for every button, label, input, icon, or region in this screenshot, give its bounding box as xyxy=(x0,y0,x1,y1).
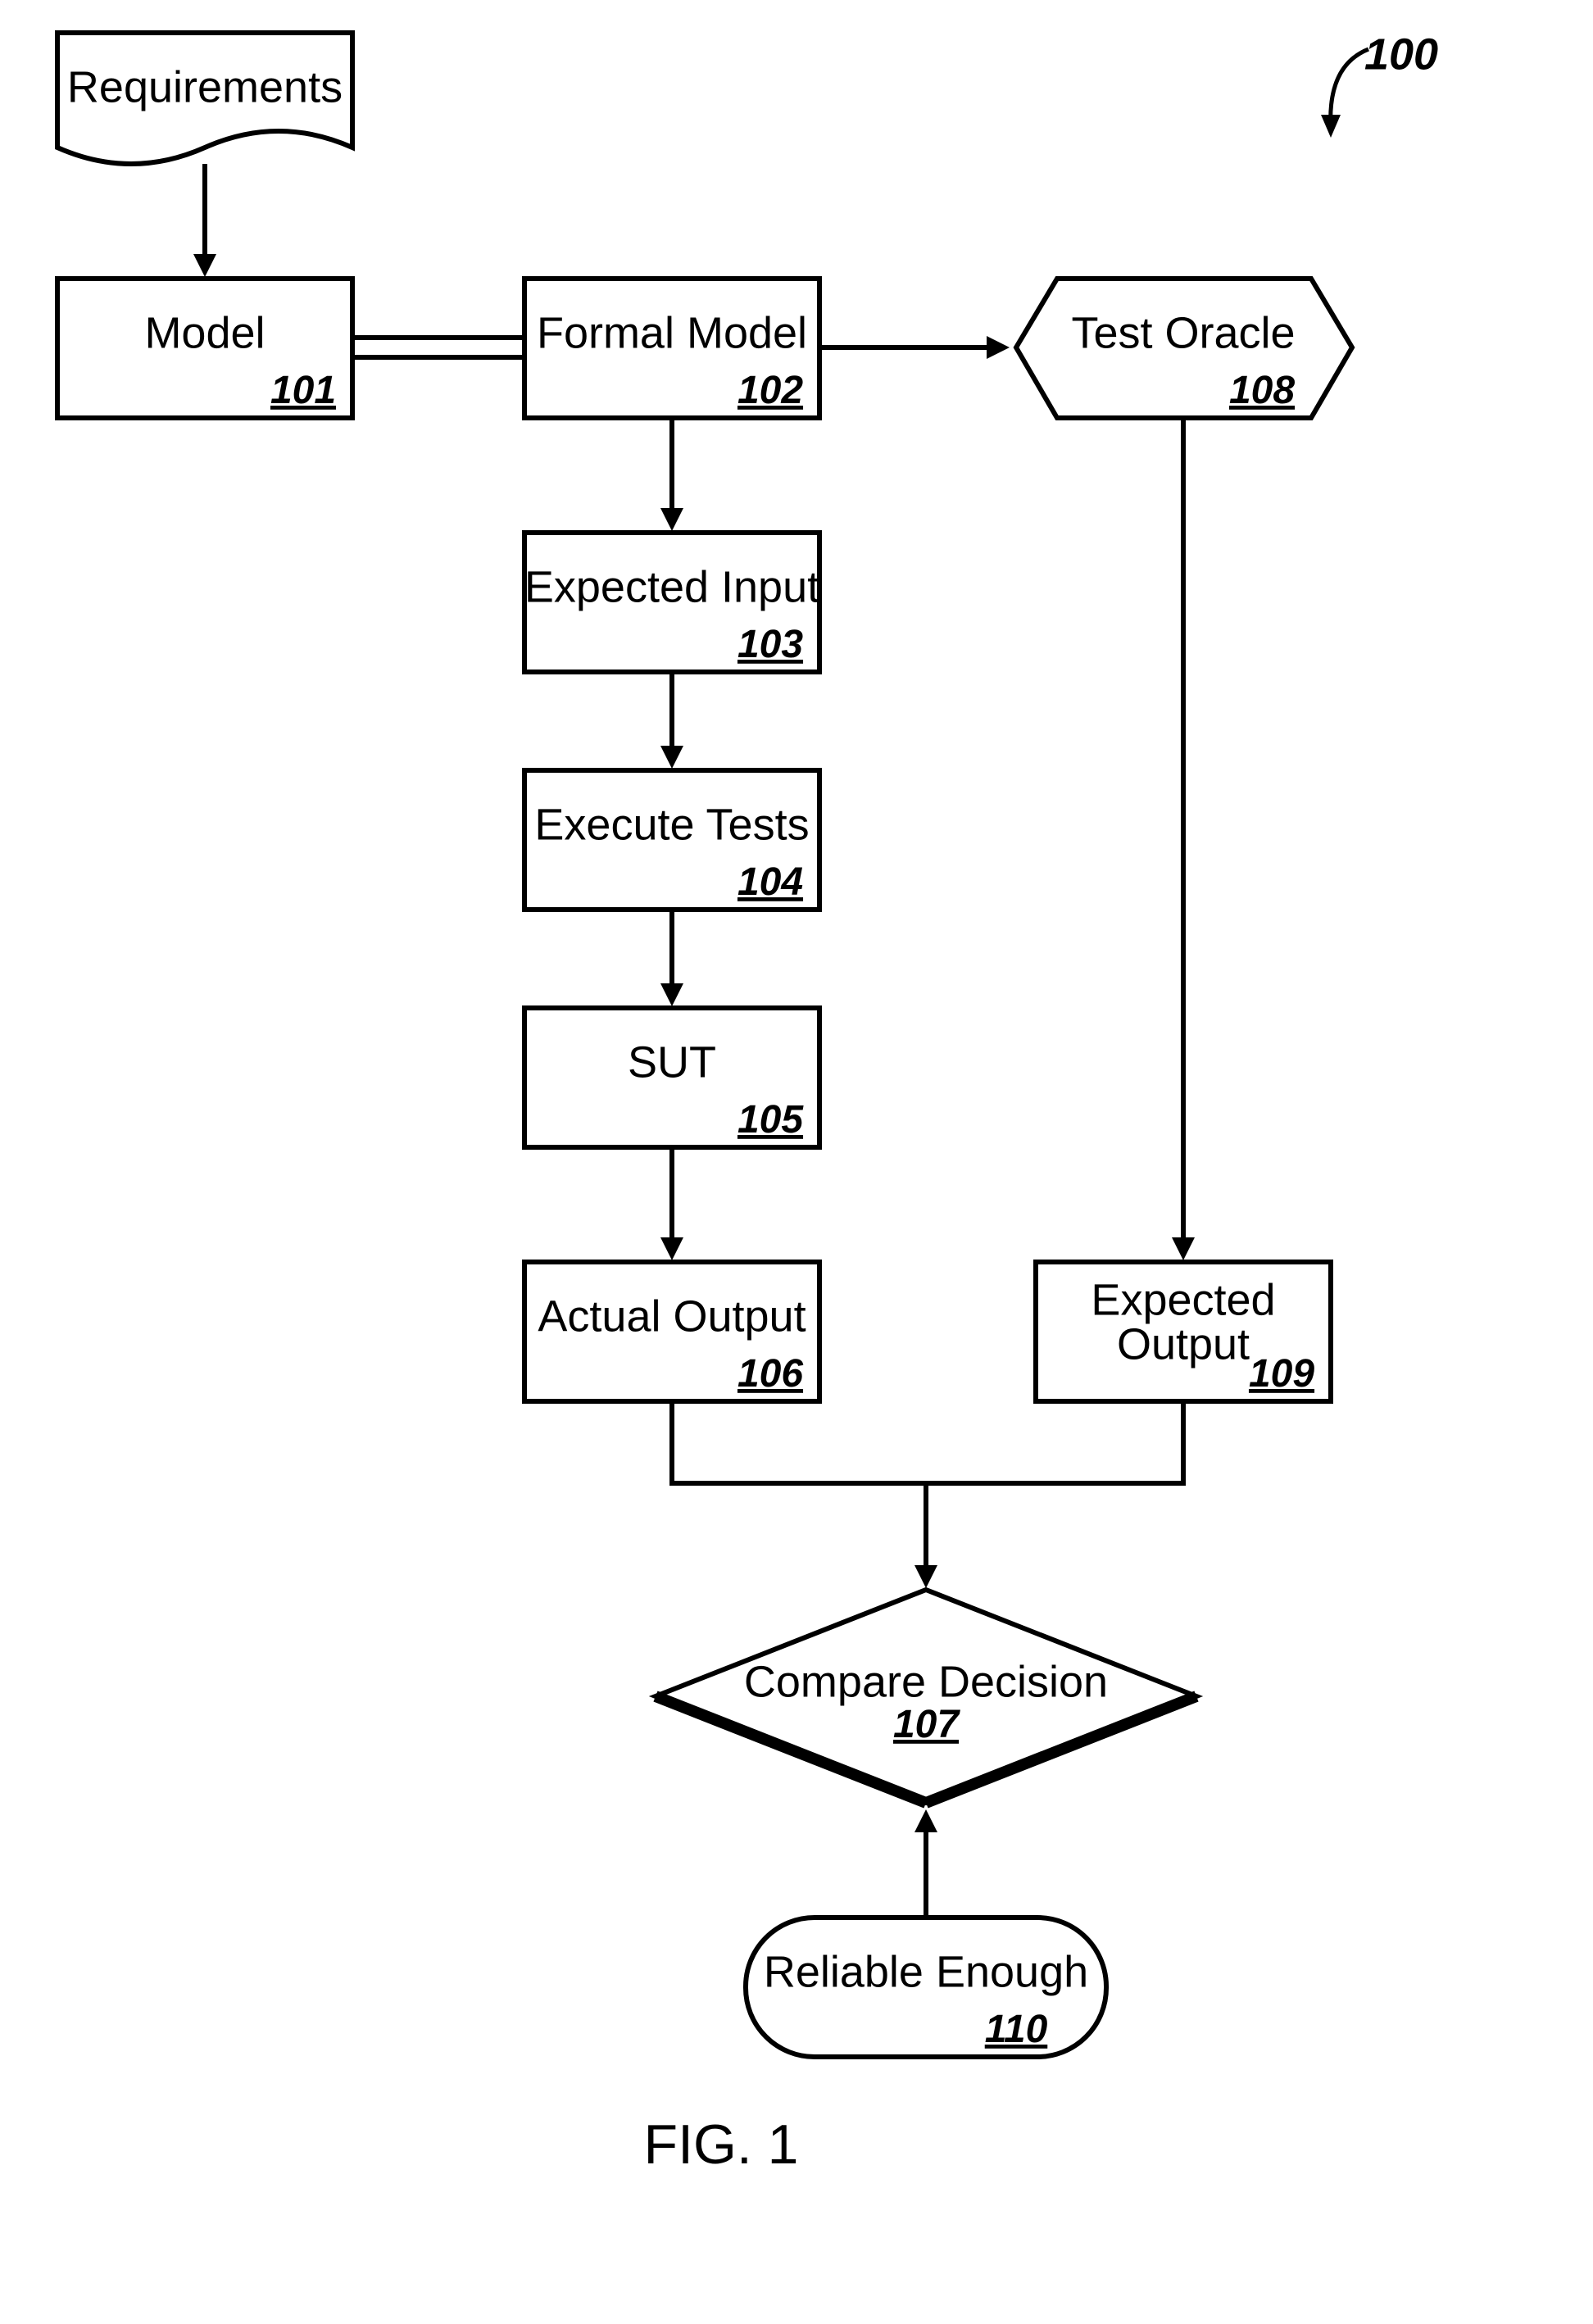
figure-ref-arrowhead xyxy=(1321,115,1341,138)
test-oracle-label: Test Oracle xyxy=(1071,308,1295,357)
flowchart-diagram: 100 Requirements Model 101 Formal Model … xyxy=(0,0,1593,2324)
expected-output-label2: Output xyxy=(1117,1319,1250,1369)
model-ref: 101 xyxy=(270,369,336,412)
formal-model-label: Formal Model xyxy=(537,308,807,357)
model-label: Model xyxy=(144,308,265,357)
test-oracle-ref: 108 xyxy=(1229,369,1295,412)
formal-model-ref: 102 xyxy=(738,369,803,412)
requirements-label: Requirements xyxy=(67,62,343,111)
edge-expected-merge xyxy=(926,1401,1183,1483)
execute-tests-label: Execute Tests xyxy=(534,800,809,849)
compare-decision-ref: 107 xyxy=(893,1703,960,1746)
expected-input-label: Expected Input xyxy=(524,562,819,611)
expected-output-label1: Expected xyxy=(1091,1275,1275,1324)
compare-decision-label: Compare Decision xyxy=(744,1657,1108,1706)
figure-ref-label: 100 xyxy=(1364,30,1438,79)
actual-output-label: Actual Output xyxy=(538,1291,806,1341)
edge-actual-merge xyxy=(672,1401,926,1483)
execute-tests-ref: 104 xyxy=(738,860,803,904)
sut-label: SUT xyxy=(628,1037,716,1087)
actual-output-ref: 106 xyxy=(738,1352,803,1396)
reliable-enough-label: Reliable Enough xyxy=(764,1947,1088,1996)
expected-output-ref: 109 xyxy=(1249,1352,1314,1396)
figure-label: FIG. 1 xyxy=(644,2113,799,2176)
reliable-enough-ref: 110 xyxy=(985,2008,1048,2051)
expected-input-ref: 103 xyxy=(738,623,803,666)
sut-ref: 105 xyxy=(738,1098,804,1142)
